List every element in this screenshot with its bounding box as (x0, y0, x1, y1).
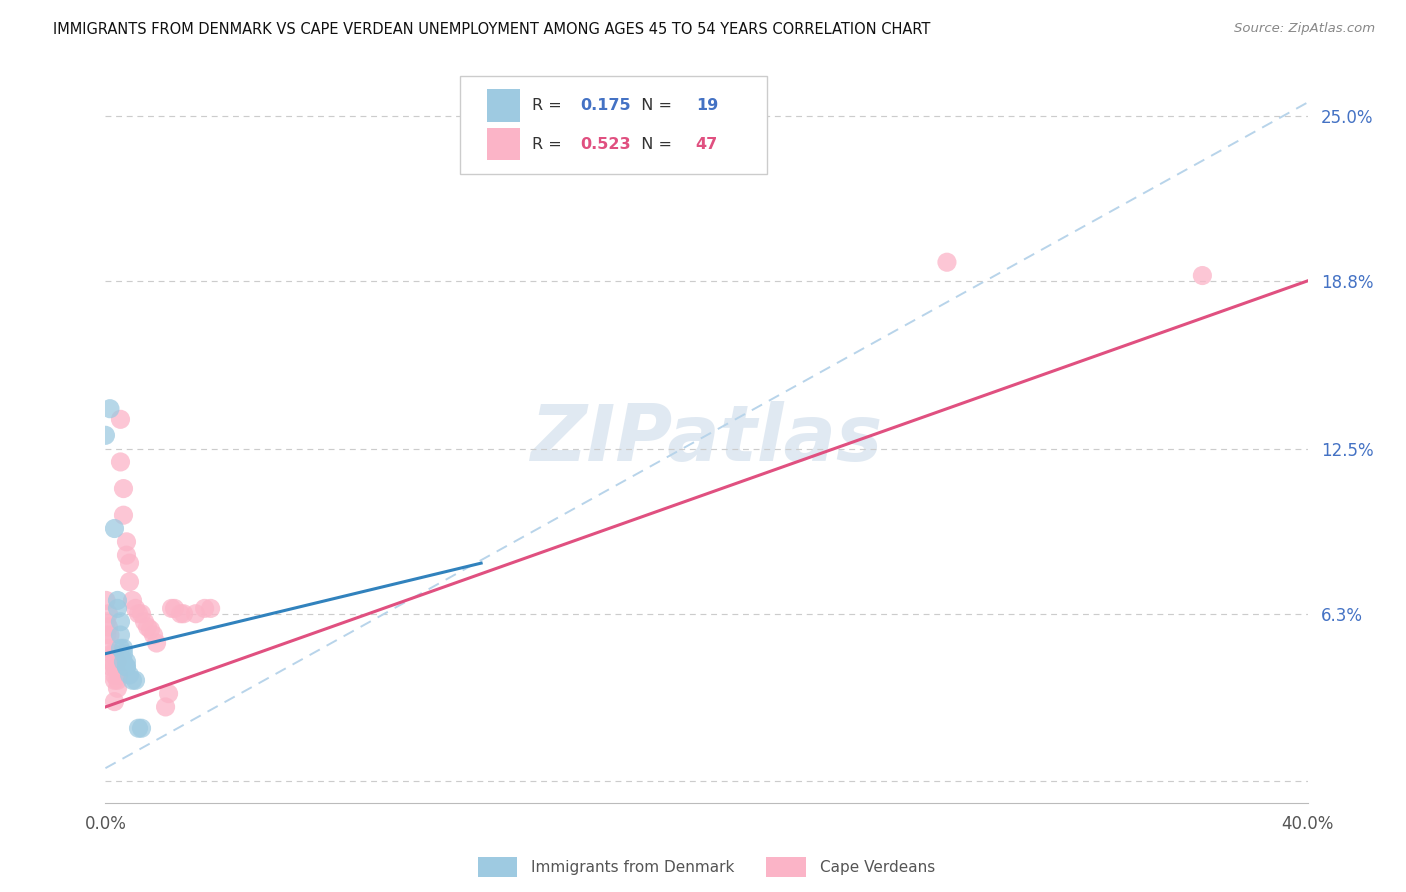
Point (112, 647, 135, 661)
Point (98, 628, 121, 642)
Point (115, 655, 138, 669)
Point (131, 721, 153, 735)
Point (145, 636, 167, 650)
Point (97, 620, 120, 634)
Point (107, 681, 129, 696)
Point (112, 482, 135, 496)
Point (103, 695, 125, 709)
Point (128, 607, 150, 621)
Text: 0.523: 0.523 (581, 136, 631, 152)
Point (142, 628, 165, 642)
Text: 19: 19 (696, 98, 718, 113)
Point (118, 668, 141, 682)
Point (155, 700, 177, 714)
Point (173, 607, 195, 621)
Point (98, 401, 121, 416)
Text: Immigrants from Denmark: Immigrants from Denmark (531, 860, 735, 874)
Point (94, 428, 117, 442)
Point (184, 607, 207, 621)
Point (160, 601, 183, 615)
Point (131, 607, 153, 621)
Point (96, 615, 118, 629)
Point (107, 601, 129, 615)
Point (112, 655, 135, 669)
FancyBboxPatch shape (486, 89, 520, 122)
Point (107, 593, 129, 607)
Point (128, 721, 150, 735)
FancyBboxPatch shape (486, 128, 520, 161)
Point (118, 574, 141, 589)
Point (103, 660, 125, 674)
Point (139, 623, 162, 637)
Point (97, 607, 120, 621)
Point (100, 647, 122, 661)
Point (936, 255, 959, 269)
Point (107, 673, 129, 688)
Text: Cape Verdeans: Cape Verdeans (820, 860, 935, 874)
Point (110, 615, 132, 629)
Point (115, 548, 138, 562)
Point (107, 655, 129, 669)
Point (115, 660, 138, 674)
Point (136, 620, 159, 634)
Text: ZIPatlas: ZIPatlas (530, 401, 883, 477)
Point (1191, 268, 1213, 283)
Point (134, 615, 156, 629)
Point (112, 641, 135, 656)
Text: N =: N = (631, 98, 676, 113)
Point (124, 601, 146, 615)
Point (96, 628, 118, 642)
Point (121, 673, 143, 688)
Point (108, 668, 131, 682)
Point (103, 522, 125, 536)
FancyBboxPatch shape (460, 76, 766, 174)
Text: R =: R = (533, 98, 567, 113)
Text: 0.175: 0.175 (581, 98, 631, 113)
Point (124, 673, 146, 688)
Text: N =: N = (631, 136, 676, 152)
Point (110, 455, 132, 469)
Point (115, 660, 138, 674)
Point (100, 655, 122, 669)
Point (110, 641, 132, 656)
Point (169, 607, 191, 621)
Point (103, 647, 125, 661)
Point (97, 641, 120, 656)
Point (94, 593, 117, 607)
Point (103, 668, 125, 682)
Text: IMMIGRANTS FROM DENMARK VS CAPE VERDEAN UNEMPLOYMENT AMONG AGES 45 TO 54 YEARS C: IMMIGRANTS FROM DENMARK VS CAPE VERDEAN … (53, 22, 931, 37)
Text: Source: ZipAtlas.com: Source: ZipAtlas.com (1234, 22, 1375, 36)
Point (121, 593, 143, 607)
Point (200, 601, 222, 615)
Point (100, 660, 122, 674)
Point (103, 673, 125, 688)
Point (115, 534, 138, 549)
Point (112, 508, 135, 523)
Point (163, 601, 186, 615)
Point (194, 601, 217, 615)
Text: 47: 47 (696, 136, 718, 152)
Point (110, 412, 132, 426)
Point (110, 628, 132, 642)
Point (157, 687, 180, 701)
Text: R =: R = (533, 136, 567, 152)
Point (118, 556, 141, 570)
